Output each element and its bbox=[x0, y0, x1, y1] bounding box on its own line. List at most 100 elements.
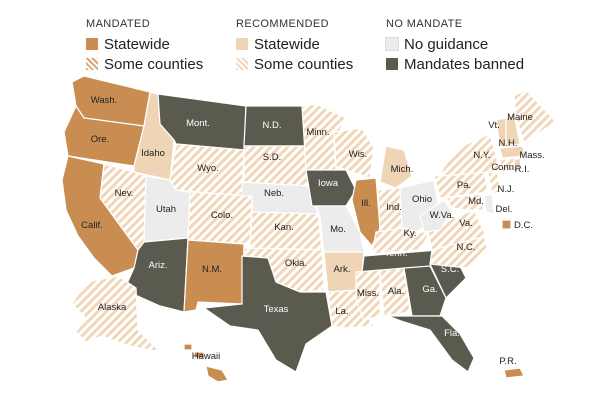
state-label-dc: D.C. bbox=[514, 220, 533, 231]
swatch-banned bbox=[386, 58, 398, 70]
state-maine[interactable] bbox=[513, 89, 557, 143]
state-nm[interactable] bbox=[183, 239, 245, 313]
state-miss[interactable] bbox=[355, 269, 381, 321]
state-label-ariz: Ariz. bbox=[149, 260, 168, 271]
state-wva[interactable] bbox=[419, 199, 453, 233]
state-label-nj: N.J. bbox=[498, 184, 515, 195]
legend-heading: MANDATED bbox=[86, 18, 151, 30]
state-label-neb: Neb. bbox=[264, 188, 284, 199]
state-label-nev: Nev. bbox=[115, 188, 134, 199]
state-label-sc: S.C. bbox=[441, 264, 459, 275]
legend-label: Some counties bbox=[254, 55, 354, 73]
state-pr[interactable] bbox=[503, 367, 525, 379]
state-label-la: La. bbox=[335, 306, 348, 317]
state-ill[interactable] bbox=[351, 177, 381, 248]
legend-group-no-mandate: NO MANDATE No guidance Mandates banned bbox=[385, 18, 524, 74]
state-label-wis: Wis. bbox=[349, 149, 367, 160]
state-md[interactable] bbox=[445, 193, 485, 211]
state-label-va: Va. bbox=[459, 218, 473, 229]
state-label-texas: Texas bbox=[264, 304, 289, 315]
state-dc[interactable] bbox=[501, 219, 512, 230]
state-label-pr: P.R. bbox=[499, 356, 516, 367]
state-label-ri: R.I. bbox=[515, 164, 530, 175]
legend-item-recommended-statewide: Statewide bbox=[236, 34, 353, 54]
legend-item-mandated-statewide: Statewide bbox=[86, 34, 203, 54]
state-label-sd: S.D. bbox=[263, 152, 281, 163]
legend-heading: RECOMMENDED bbox=[236, 18, 330, 30]
state-label-nm: N.M. bbox=[202, 264, 222, 275]
state-mass[interactable] bbox=[499, 145, 527, 159]
state-label-wash: Wash. bbox=[91, 95, 118, 106]
state-label-okla: Okla. bbox=[285, 258, 307, 269]
legend-item-no-guidance: No guidance bbox=[385, 34, 524, 54]
state-va[interactable] bbox=[427, 209, 487, 251]
state-conn[interactable] bbox=[499, 157, 515, 173]
state-fla[interactable] bbox=[387, 315, 475, 373]
legend-item-banned: Mandates banned bbox=[386, 54, 524, 74]
legend-group-recommended: RECOMMENDED Statewide Some counties bbox=[236, 18, 353, 74]
state-label-ny: N.Y. bbox=[473, 150, 490, 161]
state-hawaii-islet-2[interactable] bbox=[193, 351, 205, 359]
state-ga[interactable] bbox=[403, 265, 447, 317]
state-label-hawaii: Hawaii bbox=[192, 351, 221, 362]
state-label-colo: Colo. bbox=[211, 210, 233, 221]
swatch-mandated-statewide bbox=[86, 38, 98, 50]
state-iowa[interactable] bbox=[305, 169, 357, 207]
state-label-ill: Ill. bbox=[361, 198, 371, 209]
swatch-recommended-some bbox=[236, 58, 248, 70]
state-label-nh: N.H. bbox=[499, 138, 518, 149]
state-label-vt: Vt. bbox=[488, 120, 500, 131]
state-label-mass: Mass. bbox=[519, 150, 544, 161]
state-label-alaska: Alaska bbox=[98, 302, 127, 313]
state-label-utah: Utah bbox=[156, 204, 176, 215]
state-label-fla: Fla. bbox=[444, 328, 460, 339]
state-label-conn: Conn. bbox=[491, 162, 516, 173]
state-nh[interactable] bbox=[505, 113, 521, 147]
state-label-md: Md. bbox=[468, 196, 484, 207]
legend-label: Statewide bbox=[254, 35, 320, 53]
state-label-ind: Ind. bbox=[386, 202, 402, 213]
state-label-mo: Mo. bbox=[330, 224, 346, 235]
state-hawaii-islet-1[interactable] bbox=[183, 343, 193, 351]
state-labels: Wash. Ore. Calif. Idaho Nev. Mont. Wyo. Utah Ari… bbox=[81, 95, 545, 367]
legend-label: No guidance bbox=[404, 35, 489, 53]
swatch-recommended-statewide bbox=[236, 38, 248, 50]
legend-label: Mandates banned bbox=[404, 55, 525, 73]
state-label-nd: N.D. bbox=[263, 120, 282, 131]
state-ri[interactable] bbox=[513, 157, 522, 171]
state-ala[interactable] bbox=[379, 267, 411, 317]
state-label-tenn: Tenn. bbox=[384, 248, 407, 259]
state-label-del: Del. bbox=[496, 204, 513, 215]
state-label-minn: Minn. bbox=[306, 127, 329, 138]
legend-group-mandated: MANDATED Statewide Some counties bbox=[86, 18, 203, 74]
state-label-maine: Maine bbox=[507, 112, 533, 123]
state-alaska[interactable] bbox=[71, 275, 162, 353]
state-texas[interactable] bbox=[202, 255, 333, 373]
state-hawaii[interactable] bbox=[205, 365, 229, 383]
state-ny[interactable] bbox=[441, 133, 501, 177]
state-label-calif: Calif. bbox=[81, 220, 103, 231]
legend-item-mandated-some: Some counties bbox=[86, 54, 203, 74]
state-label-pa: Pa. bbox=[457, 180, 471, 191]
state-label-nc: N.C. bbox=[457, 242, 476, 253]
state-label-wyo: Wyo. bbox=[197, 163, 219, 174]
state-label-mich: Mich. bbox=[391, 164, 414, 175]
state-label-iowa: Iowa bbox=[318, 178, 339, 189]
state-label-ore: Ore. bbox=[91, 134, 109, 145]
state-label-ga: Ga. bbox=[422, 284, 437, 295]
state-label-ohio: Ohio bbox=[412, 194, 432, 205]
state-mich[interactable] bbox=[379, 145, 413, 189]
legend-label: Some counties bbox=[104, 55, 204, 73]
legend-item-recommended-some: Some counties bbox=[236, 54, 353, 74]
state-label-ala: Ala. bbox=[388, 286, 404, 297]
state-label-idaho: Idaho bbox=[141, 148, 165, 159]
state-label-wva: W.Va. bbox=[430, 210, 455, 221]
state-label-ky: Ky. bbox=[403, 228, 416, 239]
legend-heading: NO MANDATE bbox=[386, 18, 463, 30]
state-label-miss: Miss. bbox=[357, 288, 379, 299]
state-del[interactable] bbox=[483, 193, 495, 215]
swatch-mandated-some bbox=[86, 58, 98, 70]
state-nj[interactable] bbox=[487, 171, 501, 195]
legend: MANDATED Statewide Some counties RECOMME… bbox=[0, 0, 600, 80]
